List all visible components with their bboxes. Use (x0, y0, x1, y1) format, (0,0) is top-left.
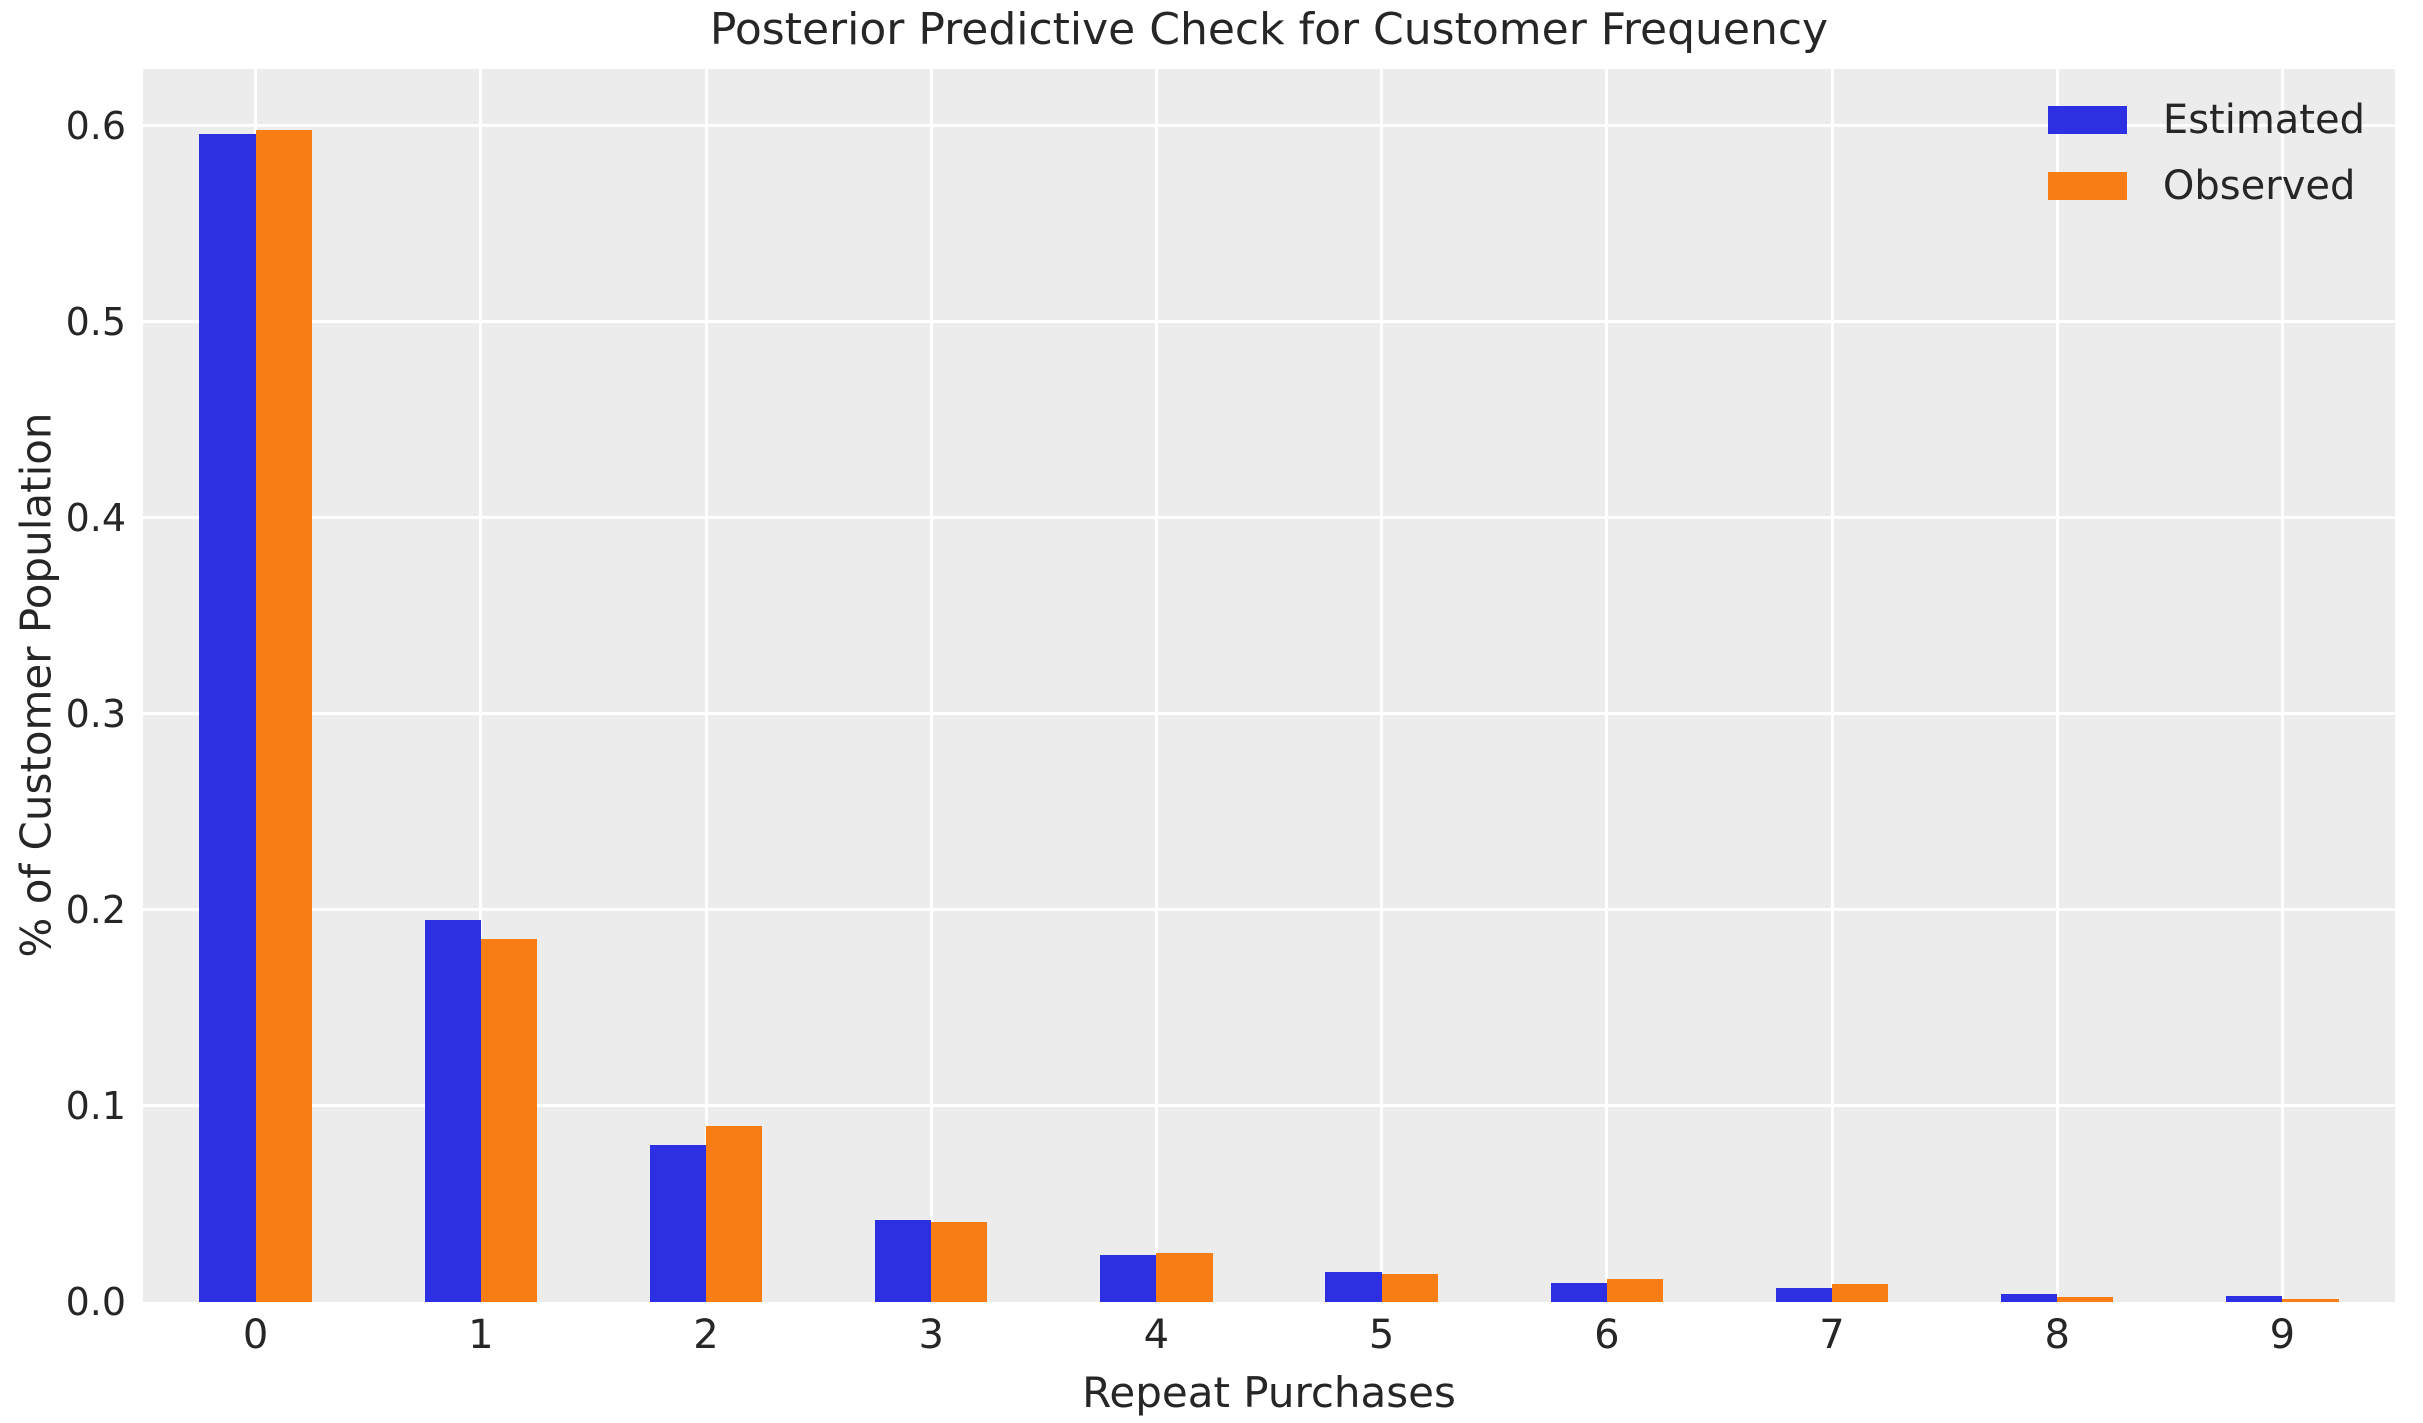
y-tick-label: 0.3 (65, 691, 126, 736)
gridline-horizontal (143, 516, 2395, 520)
gridline-vertical (479, 69, 483, 1302)
gridline-vertical (1154, 69, 1158, 1302)
gridline-vertical (704, 69, 708, 1302)
legend: Estimated Observed (2047, 97, 2365, 209)
gridline-horizontal (143, 124, 2395, 128)
x-tick-label: 2 (693, 1312, 719, 1358)
gridline-horizontal (143, 908, 2395, 912)
bar-observed-3 (931, 1221, 988, 1302)
gridline-vertical (1605, 69, 1609, 1302)
legend-swatch-estimated (2047, 106, 2127, 134)
bar-estimated-6 (1550, 1283, 1607, 1302)
bar-estimated-7 (1775, 1288, 1832, 1302)
gridline-vertical (1830, 69, 1834, 1302)
legend-item-observed: Observed (2047, 163, 2365, 209)
bar-observed-1 (480, 939, 538, 1302)
y-tick-label: 0.2 (65, 887, 126, 932)
bar-estimated-2 (649, 1145, 706, 1302)
legend-item-estimated: Estimated (2047, 97, 2365, 143)
y-tick-label: 0.5 (65, 299, 126, 344)
bar-observed-4 (1156, 1253, 1213, 1302)
x-tick-label: 1 (468, 1312, 494, 1358)
bar-estimated-8 (2000, 1294, 2058, 1302)
x-tick-label: 3 (918, 1312, 944, 1358)
gridline-horizontal (143, 1104, 2395, 1108)
x-tick-label: 7 (1819, 1312, 1845, 1358)
bar-observed-5 (1381, 1273, 1438, 1302)
bar-estimated-1 (424, 919, 481, 1302)
bar-estimated-9 (2226, 1296, 2283, 1302)
gridline-vertical (1380, 69, 1384, 1302)
x-tick-label: 5 (1368, 1312, 1395, 1358)
bar-observed-9 (2282, 1299, 2339, 1302)
x-tick-label: 0 (242, 1312, 269, 1358)
x-axis-ticks: 0 1 2 3 4 5 6 7 8 9 (143, 1312, 2395, 1366)
bar-estimated-3 (874, 1219, 932, 1302)
bar-observed-7 (1832, 1284, 1889, 1302)
bar-estimated-4 (1100, 1254, 1157, 1302)
x-axis-label: Repeat Purchases (1082, 1368, 1456, 1417)
bar-estimated-0 (199, 133, 256, 1302)
y-axis-ticks: 0.0 0.1 0.2 0.3 0.4 0.5 0.6 (0, 69, 126, 1324)
x-tick-label: 9 (2269, 1312, 2296, 1358)
gridline-horizontal (143, 712, 2395, 716)
y-tick-label: 0.1 (65, 1083, 126, 1128)
gridline-vertical (929, 69, 933, 1302)
chart-title: Posterior Predictive Check for Customer … (709, 4, 1829, 55)
bar-observed-2 (706, 1125, 763, 1302)
bar-observed-8 (2057, 1297, 2114, 1302)
legend-label: Estimated (2162, 97, 2365, 143)
legend-swatch-observed (2047, 172, 2127, 200)
bar-estimated-5 (1325, 1271, 1382, 1302)
x-tick-label: 8 (2044, 1312, 2070, 1358)
legend-label: Observed (2162, 163, 2356, 209)
x-tick-label: 4 (1143, 1312, 1170, 1358)
x-tick-label: 6 (1594, 1312, 1620, 1358)
y-tick-label: 0.0 (65, 1280, 126, 1324)
gridline-vertical (2055, 69, 2059, 1302)
plot-area (143, 69, 2395, 1302)
gridline-vertical (2280, 69, 2284, 1302)
y-tick-label: 0.6 (65, 103, 126, 148)
bar-observed-0 (255, 129, 312, 1302)
bar-observed-6 (1606, 1279, 1664, 1302)
gridline-horizontal (143, 320, 2395, 324)
y-tick-label: 0.4 (65, 495, 126, 540)
